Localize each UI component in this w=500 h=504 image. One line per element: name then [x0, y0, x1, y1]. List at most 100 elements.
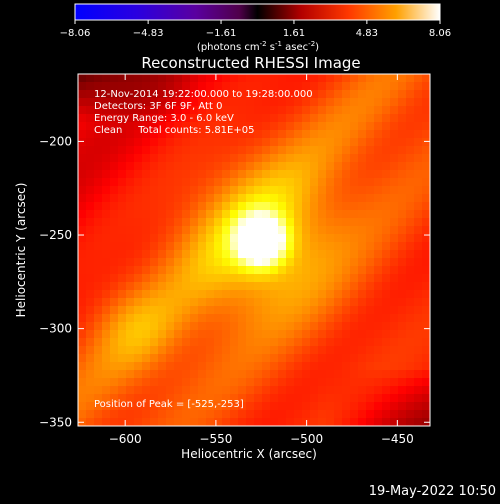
heatmap-cell: [150, 282, 159, 291]
heatmap-cell: [174, 402, 183, 411]
heatmap-cell: [190, 146, 199, 155]
heatmap-cell: [310, 82, 319, 91]
heatmap-cell: [334, 154, 343, 163]
heatmap-cell: [358, 178, 367, 187]
heatmap-cell: [166, 234, 175, 243]
heatmap-cell: [334, 410, 343, 419]
heatmap-cell: [118, 266, 127, 275]
heatmap-cell: [78, 218, 87, 227]
heatmap-cell: [350, 266, 359, 275]
heatmap-cell: [414, 258, 423, 267]
heatmap-cell: [246, 346, 255, 355]
heatmap-cell: [286, 418, 295, 426]
heatmap-cell: [414, 210, 423, 219]
heatmap-cell: [390, 162, 399, 171]
heatmap-cell: [262, 170, 271, 179]
heatmap-cell: [334, 394, 343, 403]
heatmap-cell: [318, 386, 327, 395]
heatmap-cell: [222, 402, 231, 411]
heatmap-cell: [278, 378, 287, 387]
heatmap-cell: [238, 106, 247, 115]
heatmap-cell: [302, 266, 311, 275]
heatmap-cell: [310, 194, 319, 203]
heatmap-cell: [334, 90, 343, 99]
heatmap-cell: [302, 122, 311, 131]
heatmap-cell: [102, 338, 111, 347]
heatmap-cell: [310, 122, 319, 131]
heatmap-cell: [238, 218, 247, 227]
heatmap-cell: [342, 314, 351, 323]
heatmap-cell: [190, 250, 199, 259]
heatmap-cell: [206, 258, 215, 267]
heatmap-cell: [238, 114, 247, 123]
heatmap-cell: [262, 298, 271, 307]
colorbar: [74, 3, 441, 21]
heatmap-cell: [214, 138, 223, 147]
heatmap-cell: [366, 170, 375, 179]
heatmap-cell: [230, 98, 239, 107]
heatmap-cell: [246, 210, 255, 219]
heatmap-cell: [342, 418, 351, 426]
heatmap-cell: [94, 170, 103, 179]
heatmap-cell: [206, 306, 215, 315]
heatmap-cell: [350, 330, 359, 339]
heatmap-cell: [158, 130, 167, 139]
heatmap-cell: [158, 178, 167, 187]
heatmap-cell: [118, 298, 127, 307]
heatmap-cell: [414, 154, 423, 163]
heatmap-cell: [78, 346, 87, 355]
heatmap-cell: [126, 362, 135, 371]
heatmap-cell: [222, 218, 231, 227]
chart-title: Reconstructed RHESSI Image: [141, 54, 360, 72]
heatmap-cell: [198, 170, 207, 179]
heatmap-cell: [342, 282, 351, 291]
heatmap-cell: [142, 178, 151, 187]
heatmap-cell: [398, 266, 407, 275]
heatmap-cell: [390, 130, 399, 139]
heatmap-cell: [318, 114, 327, 123]
heatmap-cell: [334, 386, 343, 395]
heatmap-cell: [110, 330, 119, 339]
heatmap-cell: [126, 186, 135, 195]
heatmap-cell: [94, 130, 103, 139]
heatmap-cell: [158, 234, 167, 243]
heatmap-cell: [374, 370, 383, 379]
heatmap-cell: [270, 322, 279, 331]
heatmap-cell: [414, 186, 423, 195]
heatmap-cell: [422, 290, 430, 299]
heatmap-cell: [334, 146, 343, 155]
heatmap-cell: [206, 226, 215, 235]
heatmap-cell: [254, 82, 263, 91]
heatmap-cell: [134, 178, 143, 187]
heatmap-cell: [278, 298, 287, 307]
heatmap-cell: [294, 378, 303, 387]
heatmap-cell: [350, 362, 359, 371]
heatmap-cell: [118, 162, 127, 171]
heatmap-cell: [198, 130, 207, 139]
heatmap-cell: [142, 242, 151, 251]
heatmap-cell: [230, 242, 239, 251]
heatmap-cell: [150, 122, 159, 131]
heatmap-cell: [110, 386, 119, 395]
heatmap-cell: [254, 322, 263, 331]
heatmap-cell: [326, 154, 335, 163]
info-energy-range: Energy Range: 3.0 - 6.0 keV: [94, 113, 234, 124]
heatmap-cell: [334, 162, 343, 171]
heatmap-cell: [358, 202, 367, 211]
heatmap-cell: [238, 314, 247, 323]
heatmap-cell: [206, 394, 215, 403]
heatmap-cell: [286, 330, 295, 339]
heatmap-cell: [230, 146, 239, 155]
heatmap-cell: [166, 290, 175, 299]
heatmap-cell: [118, 258, 127, 267]
heatmap-cell: [382, 218, 391, 227]
heatmap-cell: [406, 410, 415, 419]
heatmap-cell: [326, 410, 335, 419]
heatmap-cell: [238, 146, 247, 155]
heatmap-cell: [78, 258, 87, 267]
heatmap-cell: [206, 346, 215, 355]
heatmap-cell: [310, 378, 319, 387]
heatmap-cell: [382, 202, 391, 211]
heatmap-cell: [206, 378, 215, 387]
heatmap-cell: [158, 346, 167, 355]
